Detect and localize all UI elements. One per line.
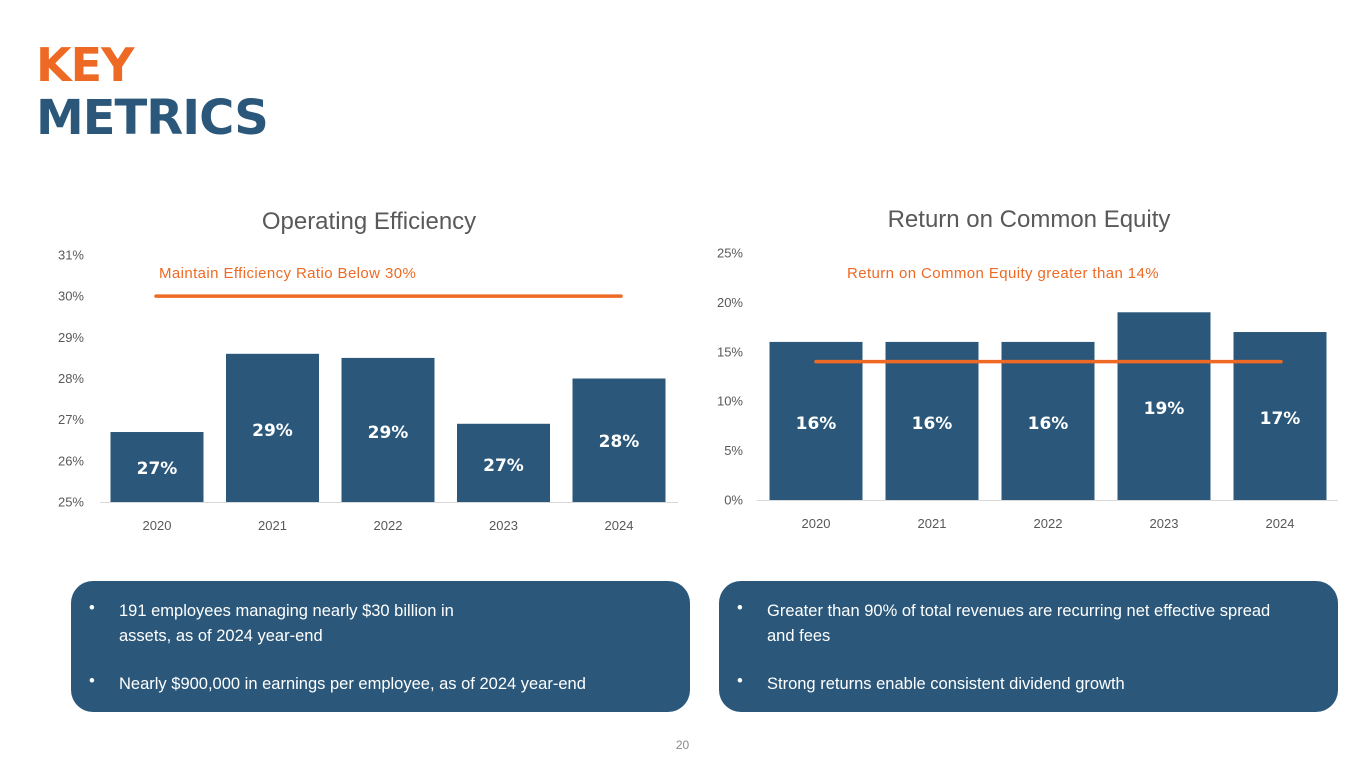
bar-data-label: 29% xyxy=(252,421,293,441)
bar xyxy=(769,341,863,500)
bullet-item: • 191 employees managing nearly $30 bill… xyxy=(89,599,479,649)
bar xyxy=(341,357,435,502)
y-tick-label: 31% xyxy=(58,248,84,263)
bar-data-label: 27% xyxy=(483,456,524,476)
bullet-item: • Nearly $900,000 in earnings per employ… xyxy=(89,672,679,697)
bar xyxy=(1117,312,1211,500)
y-tick-label: 25% xyxy=(717,246,743,261)
bar-data-label: 29% xyxy=(368,423,409,443)
x-tick-label: 2023 xyxy=(489,518,518,533)
bar-data-label: 17% xyxy=(1260,409,1301,429)
x-tick-label: 2023 xyxy=(1150,516,1179,531)
x-tick-label: 2020 xyxy=(802,516,831,531)
page-title-key: KEY xyxy=(36,38,134,92)
bar-data-label: 16% xyxy=(796,414,837,434)
y-tick-label: 28% xyxy=(58,371,84,386)
bullet-icon: • xyxy=(89,599,95,617)
x-tick-label: 2024 xyxy=(605,518,634,533)
bar xyxy=(572,378,666,502)
target-label: Return on Common Equity greater than 14% xyxy=(847,265,1159,282)
y-tick-label: 20% xyxy=(717,295,743,310)
x-tick-label: 2022 xyxy=(1034,516,1063,531)
bar xyxy=(885,341,979,500)
bullet-icon: • xyxy=(89,672,95,690)
bar xyxy=(1001,341,1095,500)
bar xyxy=(226,353,319,502)
chart-title: Return on Common Equity xyxy=(888,206,1171,233)
x-tick-label: 2021 xyxy=(258,518,287,533)
bullet-text: Greater than 90% of total revenues are r… xyxy=(767,602,1271,645)
bullet-icon: • xyxy=(737,672,743,690)
bullet-icon: • xyxy=(737,599,743,617)
chart-title: Operating Efficiency xyxy=(262,208,476,235)
bullet-text: 191 employees managing nearly $30 billio… xyxy=(119,602,454,645)
y-tick-label: 15% xyxy=(717,344,743,359)
x-tick-label: 2021 xyxy=(918,516,947,531)
bar xyxy=(457,423,550,502)
y-tick-label: 30% xyxy=(58,289,84,304)
y-tick-label: 25% xyxy=(58,495,84,510)
bar xyxy=(110,432,204,502)
y-tick-label: 0% xyxy=(724,493,743,508)
key-facts-box-right: • Greater than 90% of total revenues are… xyxy=(719,581,1338,712)
target-label: Maintain Efficiency Ratio Below 30% xyxy=(159,265,416,282)
x-tick-label: 2024 xyxy=(1266,516,1295,531)
y-tick-label: 29% xyxy=(58,330,84,345)
y-tick-label: 5% xyxy=(724,443,743,458)
x-tick-label: 2020 xyxy=(143,518,172,533)
bar-data-label: 19% xyxy=(1144,399,1185,419)
bullet-item: • Greater than 90% of total revenues are… xyxy=(737,599,1287,649)
bar-data-label: 27% xyxy=(137,459,178,479)
y-tick-label: 26% xyxy=(58,453,84,468)
bullet-text: Strong returns enable consistent dividen… xyxy=(767,675,1125,693)
bullet-text: Nearly $900,000 in earnings per employee… xyxy=(119,675,586,693)
page-number: 20 xyxy=(675,738,690,752)
bar-data-label: 16% xyxy=(1028,414,1069,434)
charts-canvas: Operating Efficiency 25% 26% 27% 28% 29% 30% 31… xyxy=(58,206,1338,533)
y-tick-label: 10% xyxy=(717,394,743,409)
bullet-item: • Strong returns enable consistent divid… xyxy=(737,672,1307,697)
y-tick-label: 27% xyxy=(58,412,84,427)
bar-data-label: 16% xyxy=(912,414,953,434)
bar-data-label: 28% xyxy=(599,432,640,452)
key-facts-box-left: • 191 employees managing nearly $30 bill… xyxy=(71,581,690,712)
x-tick-label: 2022 xyxy=(374,518,403,533)
page-title-metrics: METRICS xyxy=(36,90,269,146)
